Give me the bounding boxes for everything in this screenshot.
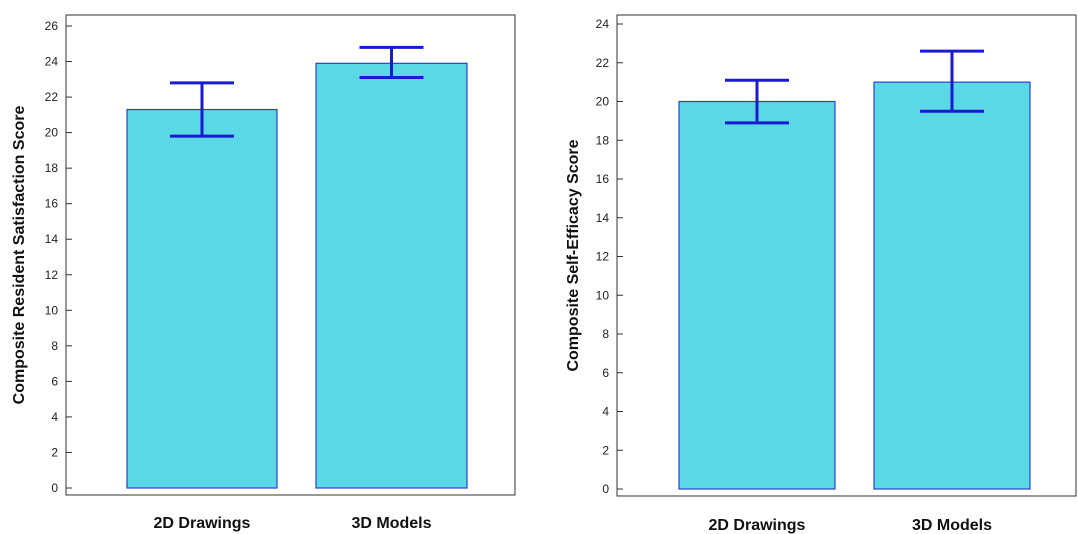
- self-efficacy-category-label: 3D Models: [912, 517, 992, 534]
- satisfaction-ytick-label: 8: [51, 339, 58, 353]
- self-efficacy-ytick-label: 2: [602, 443, 609, 457]
- self-efficacy-category-label: 2D Drawings: [709, 517, 806, 534]
- chart-self-efficacy: 0 2 4 6 8 10 12 14 16 18 20 22 24 Composite Self-Effi…: [540, 0, 1078, 534]
- satisfaction-bar-3d: [315, 62, 468, 489]
- satisfaction-bar-2d: [126, 108, 278, 489]
- self-efficacy-ytick-label: 14: [596, 211, 610, 225]
- self-efficacy-ytick-label: 18: [596, 133, 610, 147]
- self-efficacy-ytick-label: 0: [602, 482, 609, 496]
- satisfaction-ytick-label: 2: [51, 445, 58, 459]
- satisfaction-ytick-label: 12: [45, 268, 59, 282]
- satisfaction-ytick-label: 6: [51, 374, 58, 388]
- self-efficacy-ytick-label: 4: [602, 405, 609, 419]
- satisfaction-ytick-label: 14: [45, 232, 59, 246]
- self-efficacy-ytick-label: 22: [596, 56, 610, 70]
- self-efficacy-ytick-label: 8: [602, 327, 609, 341]
- satisfaction-ytick-label: 26: [45, 19, 59, 33]
- satisfaction-ytick-label: 24: [45, 55, 59, 69]
- self-efficacy-ytick-label: 10: [596, 288, 610, 302]
- satisfaction-ytick-label: 22: [45, 90, 59, 104]
- satisfaction-ytick-label: 4: [51, 410, 58, 424]
- self-efficacy-ytick-label: 24: [596, 17, 610, 31]
- self-efficacy-plot-frame: [616, 14, 1077, 497]
- self-efficacy-ytick-label: 6: [602, 366, 609, 380]
- satisfaction-ytick-label: 0: [51, 481, 58, 495]
- satisfaction-ytick-label: 20: [45, 126, 59, 140]
- satisfaction-ytick-label: 10: [45, 303, 59, 317]
- satisfaction-ylabel: Composite Resident Satisfaction Score: [11, 106, 28, 405]
- self-efficacy-ytick-label: 12: [596, 250, 610, 264]
- satisfaction-category-label: 2D Drawings: [154, 515, 251, 532]
- chart-satisfaction: 0 2 4 6 8 10 12 14 16 18 20 22 24 26 Composite Residen…: [0, 0, 520, 534]
- satisfaction-ytick-label: 18: [45, 161, 59, 175]
- satisfaction-plot-frame: [65, 14, 516, 496]
- satisfaction-category-label: 3D Models: [351, 515, 431, 532]
- self-efficacy-ytick-label: 16: [596, 172, 610, 186]
- self-efficacy-ylabel: Composite Self-Efficacy Score: [565, 139, 582, 371]
- self-efficacy-bar-2d: [678, 100, 836, 490]
- satisfaction-ytick-label: 16: [45, 197, 59, 211]
- self-efficacy-ytick-label: 20: [596, 95, 610, 109]
- self-efficacy-bar-3d: [873, 81, 1031, 490]
